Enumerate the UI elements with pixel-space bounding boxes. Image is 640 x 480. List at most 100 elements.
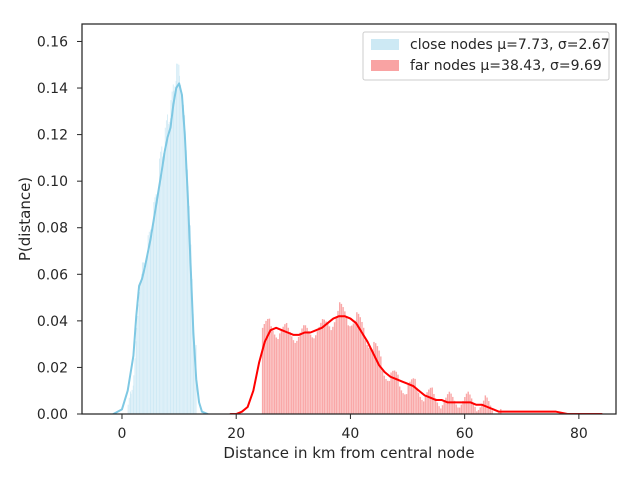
histogram-bar-far-nodes (450, 393, 452, 414)
histogram-bar-far-nodes (388, 381, 391, 414)
histogram-bar-close-nodes (168, 121, 170, 414)
histogram-bar-far-nodes (410, 379, 413, 414)
histogram-bar-far-nodes (474, 406, 476, 414)
histogram-bar-close-nodes (167, 123, 169, 414)
histogram-bar-close-nodes (141, 273, 143, 414)
histogram-bar-far-nodes (421, 399, 423, 414)
histogram-bar-close-nodes (127, 404, 129, 414)
histogram-bar-far-nodes (381, 370, 384, 414)
histogram-bar-far-nodes (407, 384, 409, 414)
histogram-bar-far-nodes (470, 398, 473, 414)
histogram-bar-far-nodes (414, 378, 416, 414)
histogram-bar-far-nodes (433, 393, 435, 414)
legend: close nodes μ=7.73, σ=2.67 far nodes μ=3… (362, 31, 610, 81)
histogram-bar-far-nodes (270, 326, 272, 414)
histogram-bar-far-nodes (268, 318, 271, 414)
histogram-bar-far-nodes (339, 302, 341, 414)
histogram-bar-far-nodes (313, 338, 315, 414)
histogram-bar-far-nodes (441, 405, 444, 414)
histogram-bar-close-nodes (178, 64, 180, 414)
histogram-bar-far-nodes (368, 347, 370, 414)
histogram-bar-far-nodes (424, 395, 427, 414)
histogram-bar-close-nodes (152, 221, 154, 414)
histogram-bar-far-nodes (376, 346, 379, 414)
histogram-bar-far-nodes (426, 392, 428, 414)
histogram-bar-far-nodes (263, 324, 266, 414)
y-tick-label: 0.00 (37, 407, 68, 423)
histogram-bar-far-nodes (465, 393, 468, 414)
y-tick-label: 0.04 (37, 314, 68, 330)
legend-swatch-far-nodes (371, 60, 399, 71)
histogram-bar-far-nodes (386, 380, 389, 414)
histogram-bar-close-nodes (159, 158, 160, 414)
histogram-bar-close-nodes (143, 262, 144, 414)
legend-box (362, 31, 610, 81)
histogram-bar-far-nodes (429, 387, 432, 414)
histogram-bar-far-nodes (428, 389, 430, 414)
histogram-bar-close-nodes (147, 251, 148, 414)
histogram-bar-close-nodes (155, 194, 157, 414)
histogram-bar-close-nodes (177, 63, 179, 414)
histogram-bar-close-nodes (190, 244, 192, 414)
y-tick-label: 0.12 (37, 128, 68, 144)
histogram-bar-far-nodes (279, 333, 281, 414)
histogram-bar-close-nodes (161, 156, 163, 414)
histogram-bar-close-nodes (194, 348, 196, 414)
histogram-bar-close-nodes (141, 262, 143, 414)
histogram-bar-close-nodes (173, 90, 175, 414)
histogram-bar-close-nodes (157, 194, 159, 414)
histogram-bar-far-nodes (285, 322, 288, 414)
histogram-bar-far-nodes (342, 307, 344, 414)
x-axis-ticks: 0 20 40 60 80 (118, 414, 588, 442)
histogram-bar-far-nodes (404, 394, 406, 414)
histogram-bar-far-nodes (374, 343, 377, 414)
histogram-bar-far-nodes (361, 321, 363, 414)
x-tick-label: 40 (342, 426, 360, 442)
histogram-bar-far-nodes (337, 310, 339, 414)
histogram-bar-close-nodes (165, 120, 167, 414)
histogram-bar-far-nodes (431, 387, 433, 414)
histogram-bar-far-nodes (299, 332, 302, 414)
histogram-bar-far-nodes (350, 325, 353, 414)
histogram-bar-far-nodes (457, 407, 459, 414)
histogram-bar-far-nodes (489, 405, 492, 414)
histogram-bar-far-nodes (464, 397, 466, 414)
x-tick-label: 80 (570, 426, 588, 442)
histogram-bar-far-nodes (356, 312, 358, 414)
histogram-bar-close-nodes (163, 153, 164, 414)
histogram-bar-close-nodes (164, 148, 166, 414)
histogram-bar-far-nodes (282, 326, 284, 414)
histogram-bar-far-nodes (304, 325, 307, 414)
histogram-bar-close-nodes (128, 397, 130, 414)
histogram-bar-far-nodes (277, 339, 279, 414)
histogram-bar-close-nodes (139, 292, 140, 414)
histogram-bar-far-nodes (452, 396, 454, 414)
histogram-bar-far-nodes (272, 330, 274, 414)
histogram-bar-close-nodes (138, 304, 140, 414)
histogram-bar-close-nodes (149, 229, 151, 414)
histogram-bar-far-nodes (393, 370, 396, 414)
histogram-bar-close-nodes (134, 358, 136, 414)
histogram-bar-far-nodes (357, 313, 360, 414)
histogram-bar-far-nodes (316, 331, 319, 414)
histogram-bar-far-nodes (321, 319, 324, 414)
histogram-bar-close-nodes (175, 80, 177, 414)
histogram-bar-far-nodes (359, 317, 361, 414)
histogram-bar-far-nodes (472, 402, 475, 414)
histogram-bar-far-nodes (482, 400, 485, 414)
histogram-bar-close-nodes (137, 315, 139, 414)
histogram-bar-close-nodes (133, 375, 135, 414)
histogram-bar-far-nodes (354, 320, 356, 414)
histogram-bar-far-nodes (438, 406, 440, 414)
y-axis-ticks: 0.00 0.02 0.04 0.06 0.08 0.10 0.12 0.14 0.16 (37, 34, 82, 423)
legend-label-close-nodes: close nodes μ=7.73, σ=2.67 (410, 37, 610, 53)
histogram-bar-far-nodes (453, 400, 456, 414)
histogram-bar-close-nodes (129, 391, 131, 414)
histogram-bar-far-nodes (417, 392, 420, 414)
histogram-bar-close-nodes (187, 169, 188, 414)
histogram-bar-far-nodes (280, 330, 283, 414)
histogram-bar-close-nodes (156, 204, 158, 414)
histogram-bar-far-nodes (455, 404, 457, 414)
histogram-bar-close-nodes (132, 385, 134, 414)
